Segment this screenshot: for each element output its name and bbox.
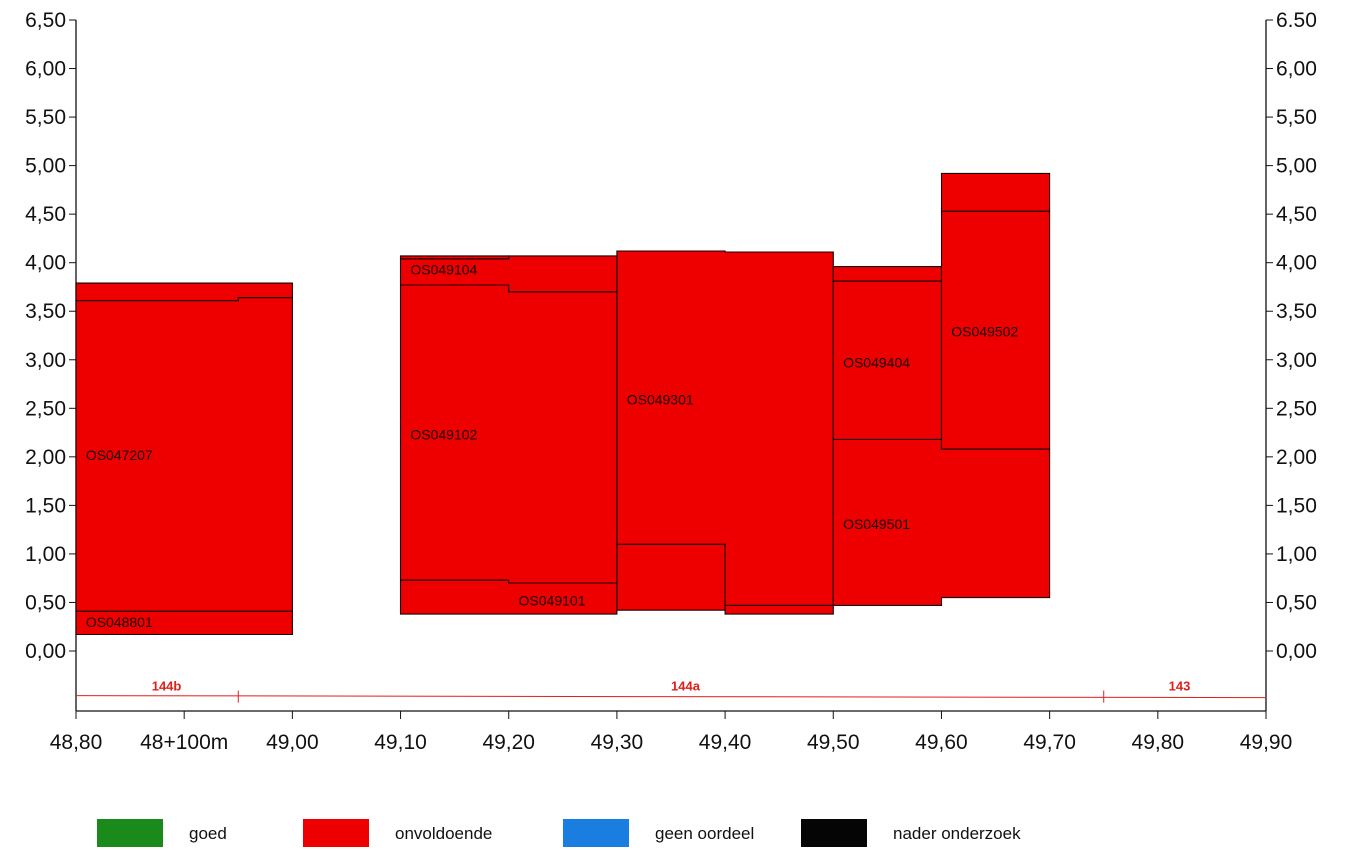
chart-blocks (75, 172, 1051, 636)
chart-tick-labels: 0,00 0,50 1,00 1,50 2,00 2,50 3,00 3,50 4,00 4,50… (25, 9, 1317, 754)
x-tick-label: 49,30 (591, 731, 644, 754)
block-segment (75, 282, 293, 302)
block-segment (616, 543, 726, 611)
legend-label: nader onderzoek (893, 824, 1021, 843)
block-label: OS047207 (86, 447, 153, 463)
block-label: OS049301 (627, 392, 694, 408)
y-tick-label-left: 4,00 (25, 252, 66, 275)
y-tick-label-right: 6,00 (1276, 58, 1317, 81)
y-tick-label-left: 4,50 (25, 203, 66, 226)
block-label: OS049104 (410, 261, 477, 277)
y-tick-label-left: 2,00 (25, 446, 66, 469)
legend-swatch (801, 819, 867, 847)
x-tick-label: 49,00 (266, 731, 319, 754)
x-tick-label: 48,80 (50, 731, 103, 754)
block-label: OS049404 (843, 355, 910, 371)
y-tick-label-right: 2,50 (1276, 397, 1317, 420)
block-os048801 (75, 610, 293, 636)
y-tick-label-right: 0,50 (1276, 591, 1317, 614)
block-segment (724, 604, 834, 615)
block-label: OS049502 (951, 324, 1018, 340)
block-label: OS049101 (519, 593, 586, 609)
block-os049301 (616, 250, 834, 606)
y-tick-label-right: 3,00 (1276, 349, 1317, 372)
section-label: 144b (152, 679, 182, 694)
x-tick-label: 49,10 (374, 731, 427, 754)
y-tick-label-right: 1,50 (1276, 494, 1317, 517)
legend-label: goed (189, 824, 227, 843)
chart-legend: goed onvoldoende geen oordeel nader onderzo… (97, 819, 1021, 847)
legend-label: onvoldoende (395, 824, 492, 843)
block-label: OS049102 (410, 427, 477, 443)
x-tick-label: 49,80 (1132, 731, 1185, 754)
y-tick-label-left: 6,00 (25, 58, 66, 81)
y-tick-label-right: 6.50 (1276, 9, 1317, 32)
chart-sections: 144b 144a 143 (75, 679, 1267, 703)
y-tick-label-right: 5,00 (1276, 155, 1317, 178)
y-tick-label-left: 0,00 (25, 640, 66, 663)
legend-label: geen oordeel (655, 824, 754, 843)
block-segment (832, 266, 943, 282)
y-tick-label-right: 4,50 (1276, 203, 1317, 226)
legend-swatch (563, 819, 629, 847)
x-tick-label: 49,20 (482, 731, 535, 754)
y-tick-label-right: 4,00 (1276, 252, 1317, 275)
block-label: OS049501 (843, 516, 910, 532)
y-tick-label-left: 5,00 (25, 155, 66, 178)
y-tick-label-left: 2,50 (25, 397, 66, 420)
section-label: 144a (671, 679, 701, 694)
y-tick-label-right: 2,00 (1276, 446, 1317, 469)
y-tick-label-left: 3,50 (25, 300, 66, 323)
x-tick-label: 49,90 (1240, 731, 1293, 754)
block-segment (399, 255, 510, 260)
x-tick-label: 48+100m (140, 731, 228, 754)
legend-swatch (303, 819, 369, 847)
y-tick-label-left: 3,00 (25, 349, 66, 372)
section-line (75, 695, 1267, 699)
y-tick-label-left: 6,50 (25, 9, 66, 32)
y-tick-label-right: 3,50 (1276, 300, 1317, 323)
section-label: 143 (1169, 679, 1191, 694)
block-label: OS048801 (86, 614, 153, 630)
x-tick-label: 49,40 (699, 731, 752, 754)
y-tick-label-right: 0,00 (1276, 640, 1317, 663)
y-tick-label-right: 5,50 (1276, 106, 1317, 129)
y-tick-label-left: 0,50 (25, 591, 66, 614)
block-segment (940, 172, 1051, 212)
legend-swatch (97, 819, 163, 847)
chart-block-labels: OS048801 OS047207 OS049101 OS049102 OS049104… (86, 261, 1019, 629)
y-tick-label-right: 1,00 (1276, 543, 1317, 566)
y-tick-label-left: 5,50 (25, 106, 66, 129)
x-tick-label: 49,60 (915, 731, 968, 754)
y-tick-label-left: 1,00 (25, 543, 66, 566)
x-tick-label: 49,70 (1023, 731, 1076, 754)
x-tick-label: 49,50 (807, 731, 860, 754)
y-tick-label-left: 1,50 (25, 494, 66, 517)
